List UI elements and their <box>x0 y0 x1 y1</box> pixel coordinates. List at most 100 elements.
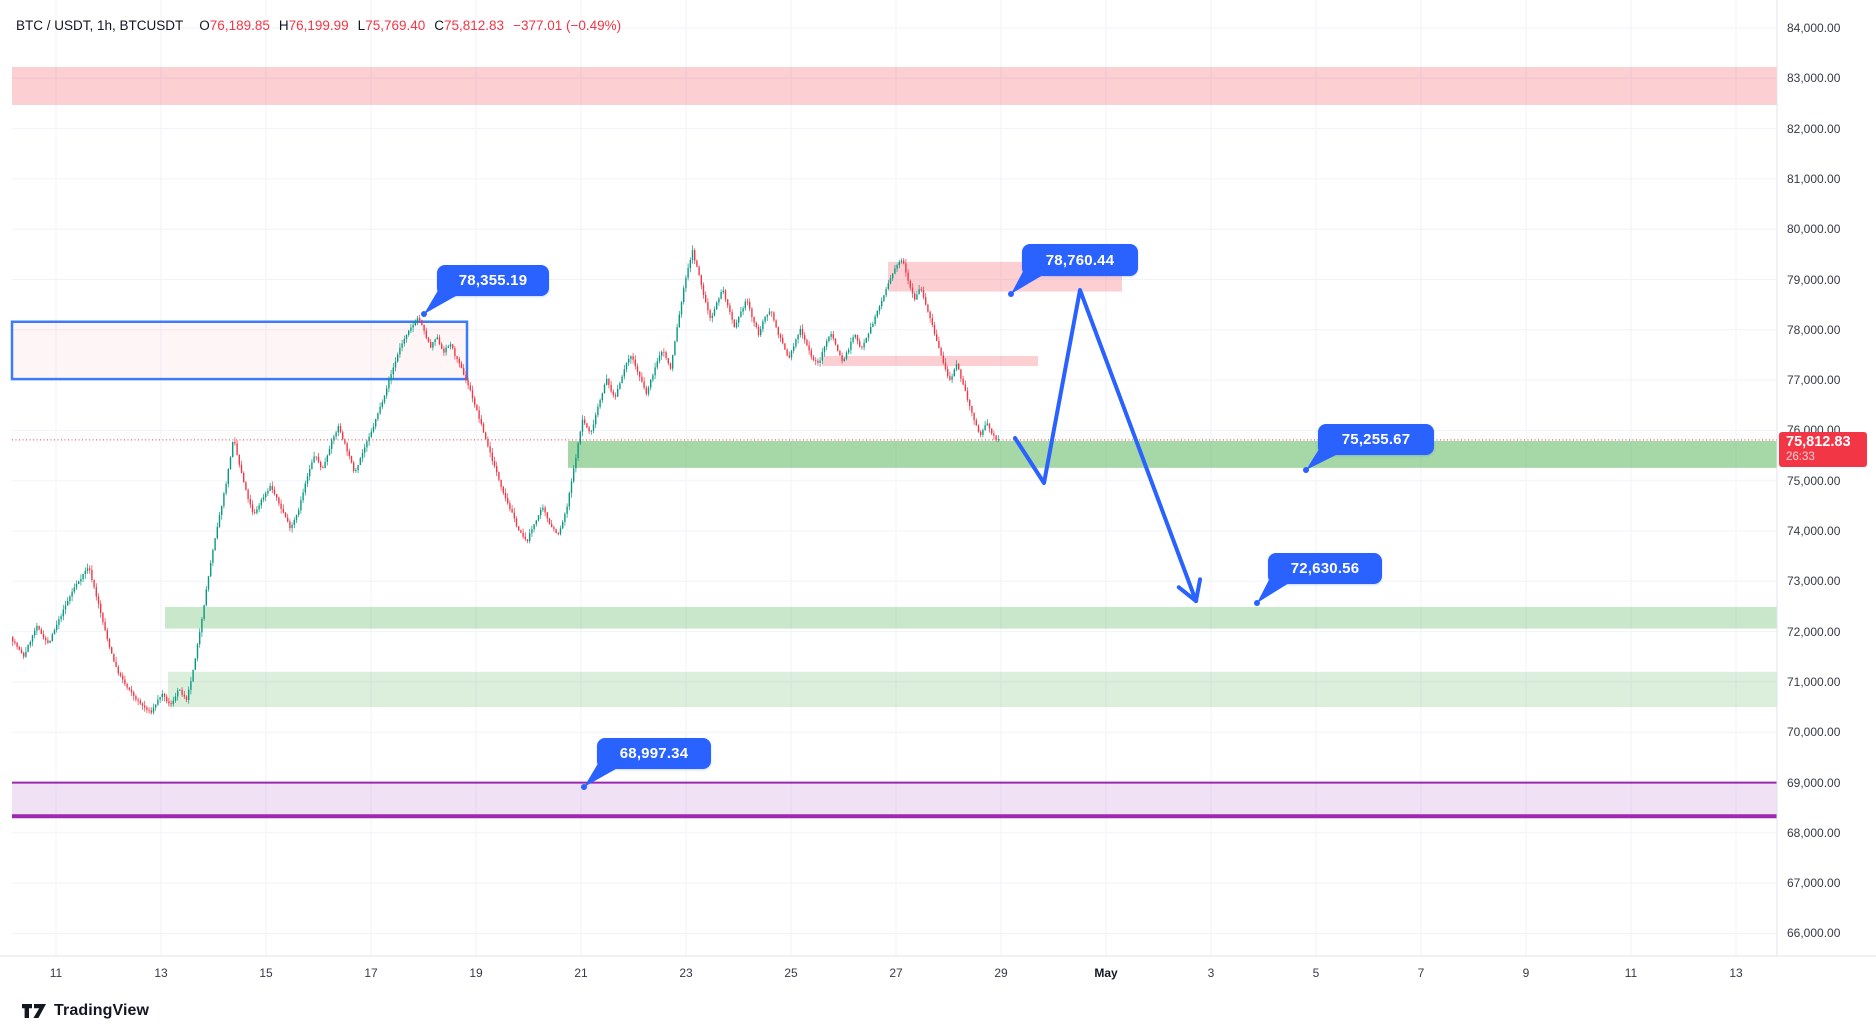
price-callout[interactable]: 72,630.56 <box>1268 553 1382 584</box>
candle-body <box>584 419 586 424</box>
time-axis-label: 21 <box>574 966 588 980</box>
candle-body <box>870 327 872 334</box>
candle-body <box>788 355 790 358</box>
candle-body <box>980 431 982 435</box>
candle-body <box>808 345 810 351</box>
candle-body <box>916 294 918 300</box>
candle-body <box>518 526 520 531</box>
candle-body <box>150 710 152 713</box>
candle-body <box>918 289 920 295</box>
candle-body <box>269 485 271 491</box>
candle-body <box>40 629 42 635</box>
candle-body <box>383 395 386 403</box>
candle-body <box>482 423 485 433</box>
time-axis-label: 29 <box>994 966 1008 980</box>
candle-body <box>663 351 665 353</box>
candle-body <box>672 355 674 369</box>
symbol-title[interactable]: BTC / USDT, 1h, BTCUSDT <box>16 18 184 33</box>
candle-body <box>595 415 597 425</box>
price-axis-label: 81,000.00 <box>1787 171 1841 186</box>
price-callout[interactable]: 78,355.19 <box>437 265 549 296</box>
candle-body <box>764 316 766 322</box>
candle-body <box>797 334 799 340</box>
trend-arrow[interactable] <box>1013 288 1203 603</box>
candle-body <box>647 387 650 394</box>
candle-body <box>368 436 370 442</box>
candle-body <box>958 363 960 370</box>
demand-zone-70800[interactable] <box>168 671 1777 708</box>
candle-body <box>753 316 755 323</box>
candle-body <box>86 568 89 571</box>
price-callout[interactable]: 75,255.67 <box>1318 424 1434 455</box>
demand-zone-72100[interactable] <box>165 606 1777 629</box>
ohlc-low: L 75,769.40 <box>358 18 426 33</box>
candle-body <box>289 521 291 529</box>
current-price-label[interactable]: 75,812.83 26:33 <box>1779 432 1867 467</box>
candle-body <box>117 666 119 674</box>
candle-body <box>894 268 896 274</box>
candle-body <box>641 376 643 382</box>
candle-body <box>982 429 984 435</box>
candle-body <box>623 369 625 377</box>
candle-body <box>298 510 300 515</box>
candle-body <box>163 693 166 697</box>
candle-body <box>441 344 443 349</box>
candle-body <box>412 325 414 328</box>
candle-body <box>511 509 513 513</box>
candle-body <box>14 641 16 643</box>
candle-body <box>546 512 548 519</box>
price-callout[interactable]: 78,760.44 <box>1022 244 1138 276</box>
candle-body <box>207 576 210 590</box>
tradingview-logo[interactable]: TradingView <box>22 1002 149 1020</box>
candle-body <box>128 687 130 690</box>
candle-body <box>238 454 240 465</box>
candle-body <box>977 425 980 432</box>
candle-body <box>936 334 938 341</box>
candle-body <box>837 344 839 351</box>
candle-body <box>478 410 480 419</box>
candle-body <box>64 605 67 610</box>
candle-body <box>896 265 898 269</box>
ohlc-high-value: 76,199.99 <box>288 18 349 33</box>
price-callout[interactable]: 68,997.34 <box>597 738 711 769</box>
time-axis-label: 23 <box>679 966 693 980</box>
candle-body <box>771 311 773 313</box>
range-box[interactable] <box>10 320 469 381</box>
candle-body <box>489 446 491 453</box>
candle-body <box>927 304 929 312</box>
candle-body <box>951 376 953 380</box>
candle-body <box>617 389 619 397</box>
candle-body <box>900 260 903 263</box>
candle-body <box>144 705 146 708</box>
candle-body <box>966 390 969 400</box>
candle-body <box>564 513 566 522</box>
candle-body <box>597 406 599 416</box>
time-axis-label: 19 <box>469 966 483 980</box>
candle-body <box>309 469 311 477</box>
candle-body <box>876 310 878 317</box>
candle-body <box>344 439 346 444</box>
candle-body <box>471 390 474 399</box>
candle-body <box>841 355 843 361</box>
candle-body <box>210 562 212 577</box>
supply-zone-82500[interactable] <box>12 66 1777 105</box>
candle-body <box>320 462 322 468</box>
time-axis-label: 9 <box>1522 966 1530 980</box>
candle-body <box>157 699 159 705</box>
supply-zone-77300[interactable] <box>822 355 1038 367</box>
candle-body <box>388 380 390 389</box>
candle-body <box>601 393 603 401</box>
candle-body <box>496 466 498 473</box>
candle-body <box>606 378 608 385</box>
candle-body <box>740 311 742 317</box>
time-axis-label: 7 <box>1417 966 1425 980</box>
candle-body <box>467 379 469 386</box>
candle-body <box>676 327 678 342</box>
candle-body <box>166 696 168 702</box>
demand-zone-75255[interactable] <box>568 440 1777 468</box>
candle-body <box>667 358 669 364</box>
change-value: −377.01 (−0.49%) <box>513 18 622 33</box>
support-zone-68700[interactable] <box>12 781 1777 819</box>
candle-body <box>80 578 82 582</box>
